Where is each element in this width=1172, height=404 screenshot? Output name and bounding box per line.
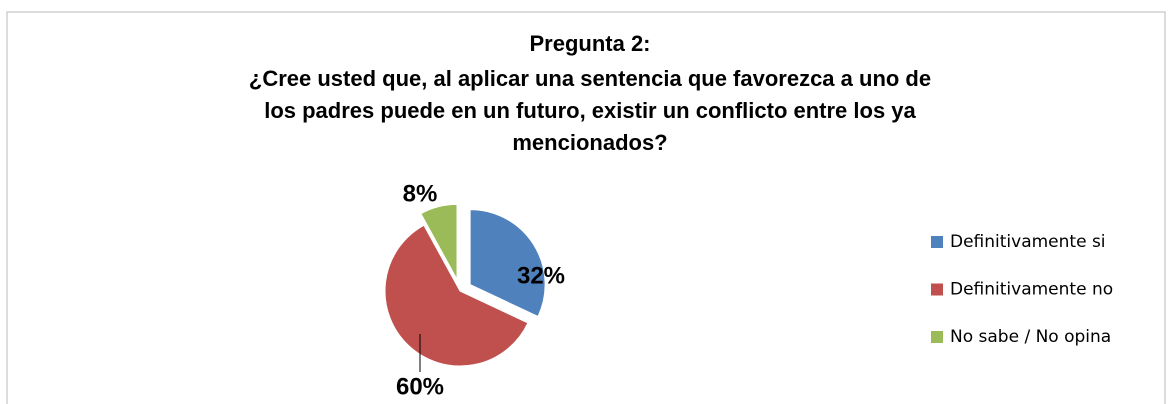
chart-title: mencionados?: [512, 130, 667, 155]
pie-slice: [469, 209, 546, 318]
chart-border: [6, 11, 1166, 404]
chart-title: ¿Cree usted que, al aplicar una sentenci…: [249, 66, 931, 91]
data-label: 8%: [403, 180, 438, 207]
pie-slice: [420, 203, 458, 280]
legend-label: Definitivamente no: [950, 280, 1113, 300]
legend-swatch: [931, 283, 943, 296]
pie-slice: [384, 224, 529, 367]
legend-label: No sabe / No opina: [950, 327, 1111, 347]
chart-title: Pregunta 2:: [529, 31, 650, 56]
data-label: 32%: [517, 262, 565, 289]
chart-title: los padres puede en un futuro, existir u…: [264, 98, 916, 123]
data-label: 60%: [396, 373, 444, 400]
legend-label: Definitivamente si: [950, 232, 1106, 252]
legend-swatch: [931, 236, 943, 248]
legend-swatch: [931, 331, 943, 343]
